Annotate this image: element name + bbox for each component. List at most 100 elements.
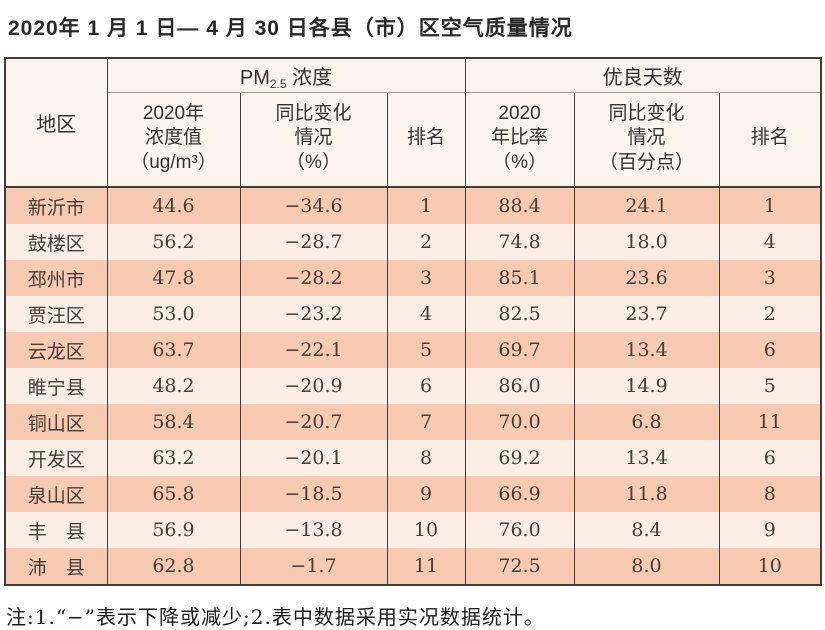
cell-pm-rank: 6 (386, 368, 466, 404)
cell-pm-change: −22.1 (239, 332, 388, 368)
header-good-change: 同比变化 情况 （百分点） (573, 92, 720, 188)
cell-pm-rank: 1 (386, 187, 466, 224)
cell-pm-rank: 2 (386, 224, 466, 260)
cell-pm-rank: 7 (386, 404, 466, 440)
cell-pm-change: −20.1 (239, 440, 388, 476)
cell-pm-value: 44.6 (106, 187, 241, 224)
cell-good-rank: 2 (718, 296, 822, 332)
cell-good-change: 8.0 (573, 548, 720, 585)
cell-pm-value: 56.9 (106, 512, 241, 548)
cell-pm-value: 65.8 (106, 476, 241, 512)
cell-region: 沛 县 (4, 548, 108, 585)
cell-good-ratio: 70.0 (464, 404, 575, 440)
cell-pm-value: 63.7 (106, 332, 241, 368)
cell-pm-rank: 11 (386, 548, 466, 585)
cell-good-ratio: 66.9 (464, 476, 575, 512)
cell-region: 开发区 (4, 440, 108, 476)
cell-good-rank: 6 (718, 332, 822, 368)
cell-good-ratio: 74.8 (464, 224, 575, 260)
sub-header-row: 2020年 浓度值 （ug/m³） 同比变化 情况 （%） 排名 2020 年比… (5, 92, 822, 188)
cell-good-change: 11.8 (573, 476, 720, 512)
cell-good-ratio: 86.0 (464, 368, 575, 404)
cell-good-change: 6.8 (573, 404, 720, 440)
cell-good-ratio: 76.0 (464, 512, 575, 548)
cell-good-rank: 3 (718, 260, 822, 296)
header-group-good-days: 优良天数 (464, 58, 822, 93)
cell-pm-rank: 3 (386, 260, 466, 296)
cell-good-rank: 9 (718, 512, 822, 548)
table-header: 地区 PM2.5 浓度 优良天数 2020年 浓度值 （ug/m³） 同比变化 … (4, 58, 822, 188)
cell-region: 鼓楼区 (4, 224, 108, 260)
header-pm-change: 同比变化 情况 （%） (239, 92, 388, 188)
group-header-row: 地区 PM2.5 浓度 优良天数 (4, 58, 822, 188)
page-title: 2020年 1 月 1 日— 4 月 30 日各县（市）区空气质量情况 (8, 17, 573, 40)
cell-region: 贾汪区 (4, 296, 108, 332)
table-row: 泉山区 65.8 −18.5 9 66.9 11.8 8 (4, 476, 822, 512)
cell-good-change: 13.4 (573, 440, 720, 476)
cell-pm-change: −13.8 (239, 512, 388, 548)
table-row: 丰 县 56.9 −13.8 10 76.0 8.4 9 (4, 512, 822, 548)
table-row: 开发区 63.2 −20.1 8 69.2 13.4 6 (4, 440, 822, 476)
cell-pm-change: −20.7 (239, 404, 388, 440)
cell-good-change: 18.0 (573, 224, 720, 260)
table-row: 邳州市 47.8 −28.2 3 85.1 23.6 3 (4, 260, 822, 296)
cell-pm-value: 62.8 (106, 548, 241, 585)
cell-good-rank: 11 (718, 404, 822, 440)
cell-pm-change: −18.5 (239, 476, 388, 512)
cell-pm-rank: 5 (386, 332, 466, 368)
table-row: 贾汪区 53.0 −23.2 4 82.5 23.7 2 (4, 296, 822, 332)
cell-good-ratio: 72.5 (464, 548, 575, 585)
pm25-subscript: 2.5 (269, 76, 287, 91)
cell-good-ratio: 82.5 (464, 296, 575, 332)
pm25-label-suffix: 浓度 (286, 66, 333, 89)
table-row: 睢宁县 48.2 −20.9 6 86.0 14.9 5 (4, 368, 822, 404)
cell-good-rank: 10 (718, 548, 822, 585)
cell-pm-value: 47.8 (106, 260, 241, 296)
cell-region: 铜山区 (4, 404, 108, 440)
cell-pm-change: −28.7 (239, 224, 388, 260)
footnote: 注:1.“−”表示下降或减少;2.表中数据采用实况数据统计。 (6, 605, 545, 629)
cell-pm-value: 56.2 (106, 224, 241, 260)
table-row: 云龙区 63.7 −22.1 5 69.7 13.4 6 (4, 332, 822, 368)
cell-good-change: 13.4 (573, 332, 720, 368)
pm25-label: PM (239, 66, 270, 89)
cell-good-rank: 4 (718, 224, 822, 260)
cell-good-ratio: 88.4 (464, 187, 575, 224)
cell-good-change: 23.6 (573, 260, 720, 296)
table-row: 铜山区 58.4 −20.7 7 70.0 6.8 11 (4, 404, 822, 440)
cell-region: 睢宁县 (4, 368, 108, 404)
table-body: 新沂市 44.6 −34.6 1 88.4 24.1 1 鼓楼区 56.2 −28.7 2 74.8… (4, 187, 822, 585)
cell-good-change: 8.4 (573, 512, 720, 548)
cell-region: 邳州市 (4, 260, 108, 296)
cell-pm-change: −34.6 (239, 187, 388, 224)
cell-region: 泉山区 (4, 476, 108, 512)
cell-pm-value: 53.0 (106, 296, 241, 332)
header-good-ratio: 2020 年比率 （%） (464, 92, 575, 188)
cell-good-rank: 8 (718, 476, 822, 512)
cell-pm-change: −1.7 (239, 548, 388, 585)
cell-pm-value: 58.4 (106, 404, 241, 440)
cell-pm-change: −28.2 (239, 260, 388, 296)
header-pm-value: 2020年 浓度值 （ug/m³） (106, 92, 241, 188)
cell-pm-value: 63.2 (106, 440, 241, 476)
cell-good-rank: 5 (718, 368, 822, 404)
table-row: 新沂市 44.6 −34.6 1 88.4 24.1 1 (4, 187, 822, 224)
table-row: 鼓楼区 56.2 −28.7 2 74.8 18.0 4 (4, 224, 822, 260)
header-pm-rank: 排名 (386, 92, 466, 188)
header-group-pm25: PM2.5 浓度 (106, 58, 466, 93)
air-quality-table: 地区 PM2.5 浓度 优良天数 2020年 浓度值 （ug/m³） 同比变化 … (4, 57, 823, 586)
header-good-rank: 排名 (718, 92, 822, 188)
cell-pm-value: 48.2 (106, 368, 241, 404)
header-region: 地区 (4, 58, 108, 188)
cell-region: 新沂市 (4, 187, 108, 224)
cell-good-rank: 1 (718, 187, 822, 224)
cell-pm-rank: 10 (386, 512, 466, 548)
cell-pm-change: −20.9 (239, 368, 388, 404)
cell-pm-change: −23.2 (239, 296, 388, 332)
cell-good-ratio: 69.2 (464, 440, 575, 476)
table-row: 沛 县 62.8 −1.7 11 72.5 8.0 10 (4, 548, 822, 585)
cell-good-change: 14.9 (573, 368, 720, 404)
cell-good-change: 23.7 (573, 296, 720, 332)
cell-pm-rank: 4 (386, 296, 466, 332)
